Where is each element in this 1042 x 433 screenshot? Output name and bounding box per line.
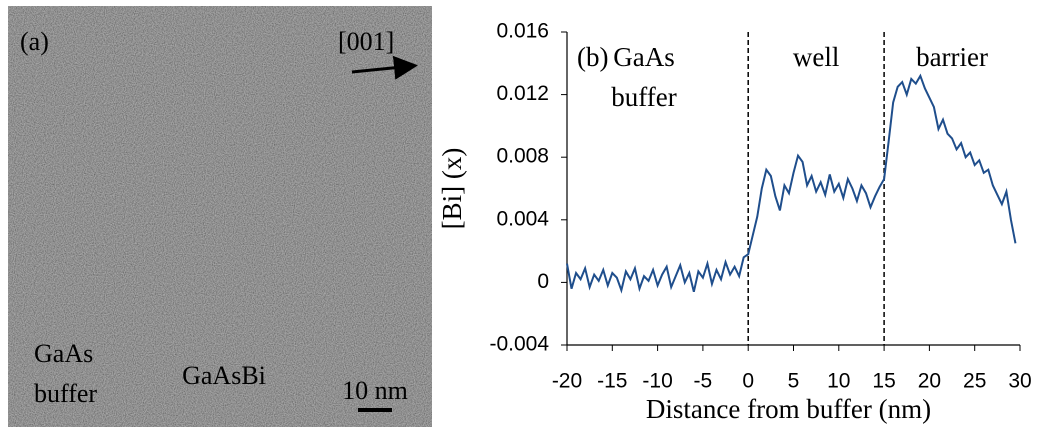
panel-label: (a) <box>20 27 49 56</box>
y-tick-label: 0.004 <box>496 207 549 230</box>
x-axis-label: Distance from buffer (nm) <box>646 394 931 424</box>
tem-image: (a) [001] GaAs buffer GaAsBi 10 nm <box>8 6 432 427</box>
data-line <box>566 73 1017 294</box>
x-tick-label: 30 <box>1008 370 1031 393</box>
y-tick-label: -0.004 <box>489 333 549 356</box>
x-tick-label: -5 <box>694 370 713 393</box>
y-tick-label: 0 <box>537 270 549 293</box>
x-tick-label: 10 <box>827 370 850 393</box>
panel-label: (b) <box>577 42 608 72</box>
x-tick-label: -20 <box>552 370 582 393</box>
region-label-line: GaAs <box>613 42 675 72</box>
center-label: GaAsBi <box>182 361 266 390</box>
y-tick-label: 0.012 <box>496 82 549 105</box>
direction-arrow <box>351 55 418 80</box>
region-label-line: buffer <box>611 82 676 112</box>
x-tick-label: 5 <box>788 370 800 393</box>
x-tick-label: -15 <box>597 370 627 393</box>
y-tick-label: 0.016 <box>496 20 549 43</box>
region-label: GaAs buffer <box>611 42 676 112</box>
y-axis-label: [Bi] (x) <box>437 148 467 230</box>
region-label: well <box>793 42 840 72</box>
label-line: GaAs <box>34 339 93 368</box>
chart: -0.004 0 0.004 0.008 0.012 0.016 -20 -15 -10 -5 0 5… <box>437 20 1031 425</box>
y-tick-label: 0.008 <box>496 145 549 168</box>
scale-bar-label: 10 nm <box>342 376 408 405</box>
direction-label: [001] <box>338 27 394 56</box>
x-tick-label: -10 <box>642 370 672 393</box>
region-label: barrier <box>916 42 988 72</box>
x-tick-label: 20 <box>918 370 941 393</box>
x-tick-label: 25 <box>963 370 986 393</box>
x-tick-label: 0 <box>742 370 754 393</box>
x-tick-label: 15 <box>872 370 895 393</box>
label-line: buffer <box>34 379 97 408</box>
region-label-line: well <box>793 42 840 72</box>
left-label: GaAs buffer <box>34 339 100 408</box>
region-label-line: barrier <box>916 42 988 72</box>
